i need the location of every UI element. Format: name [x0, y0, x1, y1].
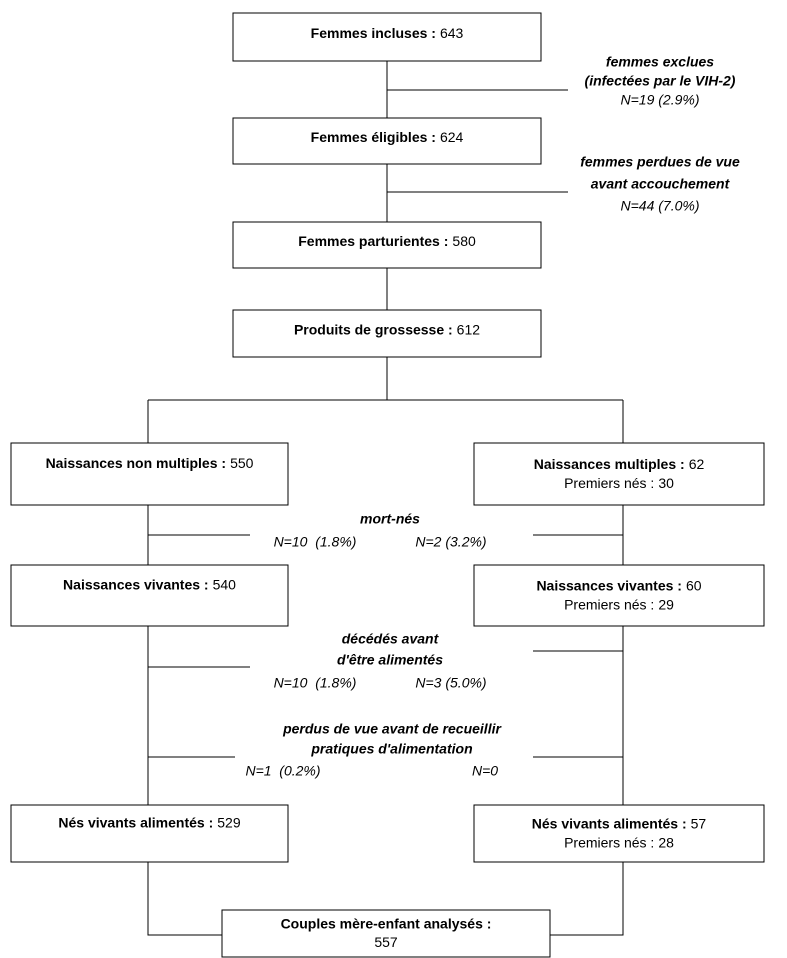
- box: Femmes éligibles :624: [232, 117, 542, 165]
- box: Naissances vivantes :60 Premiers nés :29: [473, 564, 765, 627]
- box-text: Nés vivants alimentés :529: [58, 814, 240, 830]
- box: Naissances non multiples :550: [10, 442, 289, 506]
- box-value: 540: [213, 576, 237, 592]
- box-value: 57: [691, 815, 707, 831]
- box-value: 557: [374, 934, 398, 950]
- box-subvalue: 30: [658, 475, 674, 491]
- box-sublabel: Premiers nés :: [564, 596, 654, 612]
- note-count: N=1 (0.2%): [245, 763, 320, 779]
- note-title: mort-nés: [360, 511, 420, 527]
- box: Femmes incluses :643: [232, 12, 542, 62]
- note-count: N=10 (1.8%): [274, 534, 357, 550]
- box-label: Nés vivants alimentés :: [532, 815, 687, 831]
- note-title: perdus de vue avant de recueillir: [282, 721, 502, 737]
- box-frame: [232, 309, 542, 358]
- note-title: décédés avant: [342, 631, 440, 647]
- box-subtext: Premiers nés :29: [564, 596, 674, 612]
- box-subtext: Premiers nés :28: [564, 834, 674, 850]
- note-title: femmes perdues de vue: [580, 154, 740, 170]
- note: femmes exclues (infectées par le VIH-2) N=…: [585, 54, 736, 108]
- box: Naissances multiples :62 Premiers nés :30: [473, 442, 765, 506]
- box-label: Naissances multiples :: [534, 456, 685, 472]
- note: femmes perdues de vue avant accouchement N…: [580, 154, 740, 214]
- note-title: avant accouchement: [591, 176, 731, 192]
- note-count: N=19 (2.9%): [621, 92, 700, 108]
- box-subtext: Premiers nés :30: [564, 475, 674, 491]
- connectors: [147, 61, 624, 936]
- note-title: femmes exclues: [606, 54, 714, 70]
- box: Couples mère-enfant analysés : 557: [221, 909, 551, 958]
- box-text: Femmes incluses :643: [311, 25, 464, 41]
- box-label: Produits de grossesse :: [294, 321, 453, 337]
- box-text: Naissances vivantes :540: [63, 576, 236, 592]
- box: Nés vivants alimentés :529: [10, 804, 289, 863]
- box-text: Femmes éligibles :624: [311, 129, 464, 145]
- box-subvalue: 28: [658, 834, 674, 850]
- box-text: Naissances vivantes :60: [536, 577, 701, 593]
- note: perdus de vue avant de recueillir pratiqu…: [245, 721, 502, 779]
- box: Produits de grossesse :612: [232, 309, 542, 358]
- box-value: 624: [440, 129, 464, 145]
- note-count: N=2 (3.2%): [415, 534, 486, 550]
- box-subvalue: 29: [658, 596, 674, 612]
- note-count: N=10 (1.8%): [274, 675, 357, 691]
- box-value: 612: [457, 321, 481, 337]
- box-label: Femmes parturientes :: [298, 233, 448, 249]
- box-value: 62: [689, 456, 705, 472]
- box-label: Naissances vivantes :: [63, 576, 209, 592]
- note-title: d'être alimentés: [337, 652, 443, 668]
- box-text: Couples mère-enfant analysés :: [281, 915, 492, 931]
- box-label: Femmes incluses :: [311, 25, 436, 41]
- box-frame: [473, 442, 765, 506]
- box-text: Naissances non multiples :550: [46, 455, 254, 471]
- note-count: N=44 (7.0%): [621, 198, 700, 214]
- box-label: Naissances non multiples :: [46, 455, 227, 471]
- box-value: 60: [686, 577, 702, 593]
- note: décédés avant d'être alimentés N=10 (1.8%)…: [274, 631, 487, 691]
- box-label: Nés vivants alimentés :: [58, 814, 213, 830]
- box-sublabel: Premiers nés :: [564, 834, 654, 850]
- note-title: (infectées par le VIH-2): [585, 73, 736, 89]
- box: Naissances vivantes :540: [10, 564, 289, 627]
- box-value: 580: [452, 233, 476, 249]
- box: Femmes parturientes :580: [232, 221, 542, 269]
- box-frame: [10, 804, 289, 863]
- box-text: Produits de grossesse :612: [294, 321, 480, 337]
- box-frame: [232, 117, 542, 165]
- box-frame: [232, 12, 542, 62]
- box-value: 550: [230, 455, 254, 471]
- box-frame: [232, 221, 542, 269]
- box-frame: [473, 564, 765, 627]
- box-label: Femmes éligibles :: [311, 129, 436, 145]
- note-count: N=3 (5.0%): [415, 675, 486, 691]
- box-text: Femmes parturientes :580: [298, 233, 476, 249]
- note-count: N=0: [472, 763, 498, 779]
- box-text: Naissances multiples :62: [534, 456, 705, 472]
- box: Nés vivants alimentés :57 Premiers nés :2…: [473, 804, 765, 863]
- box-label: Naissances vivantes :: [536, 577, 682, 593]
- box-sublabel: Premiers nés :: [564, 475, 654, 491]
- box-frame: [473, 804, 765, 863]
- box-value: 643: [440, 25, 464, 41]
- box-text: Nés vivants alimentés :57: [532, 815, 707, 831]
- box-frame: [10, 442, 289, 506]
- box-value: 529: [217, 814, 241, 830]
- note-title: pratiques d'alimentation: [310, 741, 472, 757]
- box-frame: [221, 909, 551, 958]
- box-label: Couples mère-enfant analysés :: [281, 915, 492, 931]
- box-frame: [10, 564, 289, 627]
